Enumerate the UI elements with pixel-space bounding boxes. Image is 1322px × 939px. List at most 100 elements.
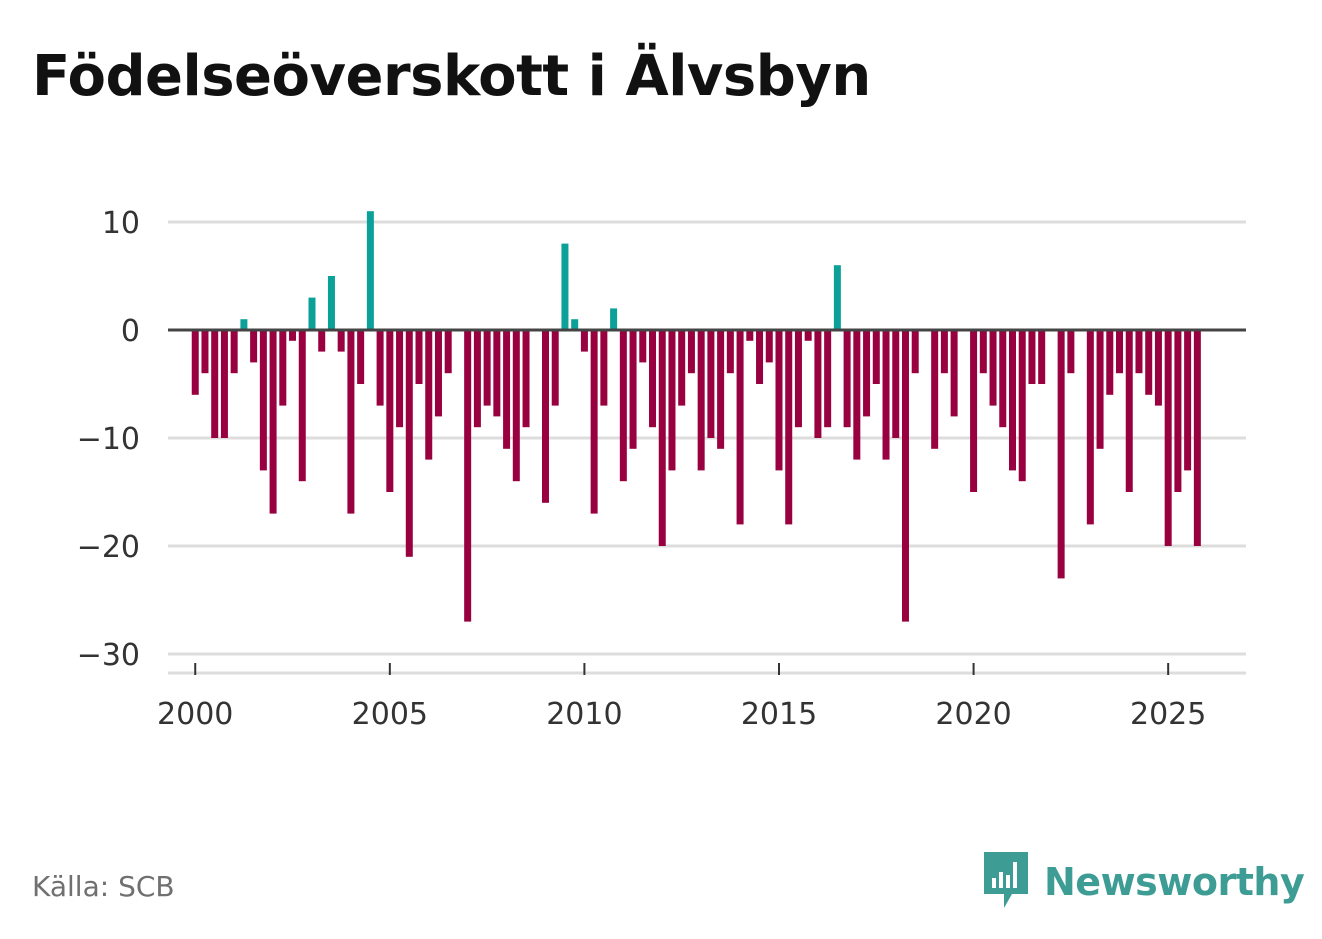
bar (220, 330, 228, 438)
bar (405, 330, 413, 557)
bar (1125, 330, 1133, 492)
bar (658, 330, 666, 546)
bar (629, 330, 637, 449)
bar (639, 330, 647, 363)
bar (785, 330, 793, 525)
bar (1086, 330, 1094, 525)
source-label: Källa: SCB (32, 870, 175, 903)
bar (366, 211, 374, 330)
bar (600, 330, 608, 406)
bar (512, 330, 520, 482)
bar (756, 330, 764, 384)
bar (804, 330, 812, 341)
bar (911, 330, 919, 374)
bar (1018, 330, 1026, 482)
bar (649, 330, 657, 428)
y-tick-label: 10 (102, 206, 140, 241)
bar (814, 330, 822, 438)
bar (1067, 330, 1075, 374)
bar (493, 330, 501, 417)
bar (464, 330, 472, 622)
bar (687, 330, 695, 374)
bar (950, 330, 958, 417)
bar (444, 330, 452, 374)
bar (250, 330, 258, 363)
brand[interactable]: Newsworthy (982, 850, 1305, 914)
bar (843, 330, 851, 428)
bar (240, 319, 248, 330)
bar (503, 330, 511, 449)
bar (619, 330, 627, 482)
bar (347, 330, 355, 514)
bar (872, 330, 880, 384)
bar (279, 330, 287, 406)
bar (396, 330, 404, 428)
bar (775, 330, 783, 471)
newsworthy-logo-icon (982, 850, 1030, 914)
bar (707, 330, 715, 438)
bar (765, 330, 773, 363)
bar (337, 330, 345, 352)
bar (561, 243, 569, 330)
bar (211, 330, 219, 438)
x-tick-label: 2005 (352, 697, 428, 732)
bar (541, 330, 549, 503)
x-tick-label: 2025 (1130, 697, 1206, 732)
bar (259, 330, 267, 471)
bar (717, 330, 725, 449)
bar (386, 330, 394, 492)
bar (289, 330, 297, 341)
bar (1096, 330, 1104, 449)
bar (590, 330, 598, 514)
bar (1009, 330, 1016, 471)
bar (833, 265, 841, 330)
x-tick-label: 2010 (546, 697, 622, 732)
bar (308, 297, 316, 330)
x-tick-label: 2000 (157, 697, 233, 732)
x-tick-label: 2015 (741, 697, 817, 732)
bar (1057, 330, 1065, 579)
bar (853, 330, 861, 460)
bar (726, 330, 734, 374)
bar (1038, 330, 1046, 384)
bar (746, 330, 754, 341)
bar (415, 330, 423, 384)
bar (1028, 330, 1036, 384)
bar (1135, 330, 1143, 374)
bar (1154, 330, 1162, 406)
x-tick-label: 2020 (935, 697, 1011, 732)
bar (610, 308, 618, 330)
bar (697, 330, 705, 471)
bar (376, 330, 384, 406)
chart-title: Födelseöverskott i Älvsbyn (32, 44, 871, 109)
bar (940, 330, 948, 374)
bar (678, 330, 686, 406)
brand-name: Newsworthy (1044, 860, 1305, 904)
bar (668, 330, 676, 471)
axes: 10 0 −10 −20 −30 2000 2005 2010 2015 2020 2025 (77, 206, 1246, 732)
bar (794, 330, 802, 428)
bar (824, 330, 832, 428)
bar (882, 330, 890, 460)
bar (892, 330, 900, 438)
y-tick-label: 0 (121, 314, 140, 349)
bar (483, 330, 491, 406)
bar (1106, 330, 1114, 395)
bar (201, 330, 209, 374)
bar-chart: 10 0 −10 −20 −30 2000 2005 2010 2015 2020 2025 (77, 206, 1246, 732)
bar (979, 330, 987, 374)
bar (999, 330, 1007, 428)
bar (230, 330, 238, 374)
bar (425, 330, 433, 460)
bar (1145, 330, 1153, 395)
y-tick-label: −20 (77, 530, 140, 565)
bar (1116, 330, 1124, 374)
bar (1174, 330, 1182, 492)
bar (551, 330, 559, 406)
bar (970, 330, 978, 492)
bar (1193, 330, 1201, 546)
y-tick-label: −10 (77, 422, 140, 457)
bar (989, 330, 997, 406)
bar (191, 330, 199, 395)
bar (1164, 330, 1172, 546)
